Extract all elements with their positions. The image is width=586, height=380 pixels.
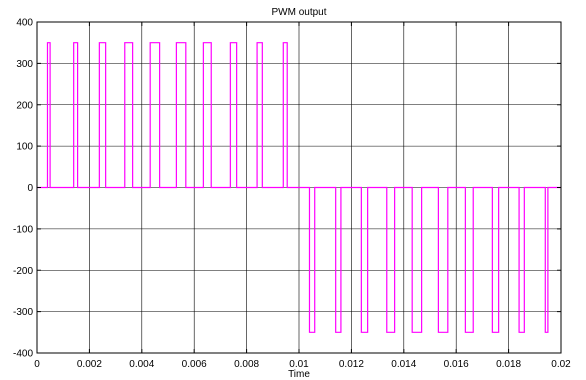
x-tick-label: 0.012 [339,359,364,370]
x-tick-label: 0 [34,359,40,370]
x-tick-label: 0.008 [234,359,259,370]
y-tick-label: -100 [13,224,33,235]
pwm-pulse [336,188,341,333]
x-tick-label: 0.004 [129,359,154,370]
pwm-pulse [412,188,421,333]
pwm-pulse [387,188,395,333]
y-tick-label: 100 [16,142,33,153]
pwm-pulse [492,188,498,333]
pwm-pulse [465,188,473,333]
pwm-pulse [230,43,236,188]
x-tick-label: 0.002 [77,359,102,370]
x-axis-label: Time [288,369,310,380]
x-axis-ticks: 0 0.002 0.004 0.006 0.008 0.01 0.012 0.014 0.016… [34,22,571,370]
pwm-pulse [309,188,314,333]
y-tick-label: 0 [27,183,33,194]
pwm-pulse [257,43,262,188]
pwm-pulse [519,188,524,333]
x-tick-label: 0.016 [444,359,469,370]
x-tick-label: 0.02 [551,359,571,370]
y-tick-label: -400 [13,349,33,360]
pwm-pulse [99,43,105,188]
x-tick-label: 0.018 [496,359,521,370]
pwm-pulse [361,188,367,333]
pwm-pulse [203,43,211,188]
y-tick-label: 400 [16,18,33,29]
y-tick-label: -300 [13,307,33,318]
pwm-pulse [176,43,185,188]
pwm-pulse [150,43,159,188]
chart-title: PWM output [271,7,326,18]
y-tick-label: -200 [13,266,33,277]
pwm-pulse [438,188,447,333]
x-tick-label: 0.006 [182,359,207,370]
x-tick-label: 0.014 [391,359,416,370]
y-tick-label: 300 [16,59,33,70]
pwm-pulse [125,43,133,188]
y-tick-label: 200 [16,100,33,111]
